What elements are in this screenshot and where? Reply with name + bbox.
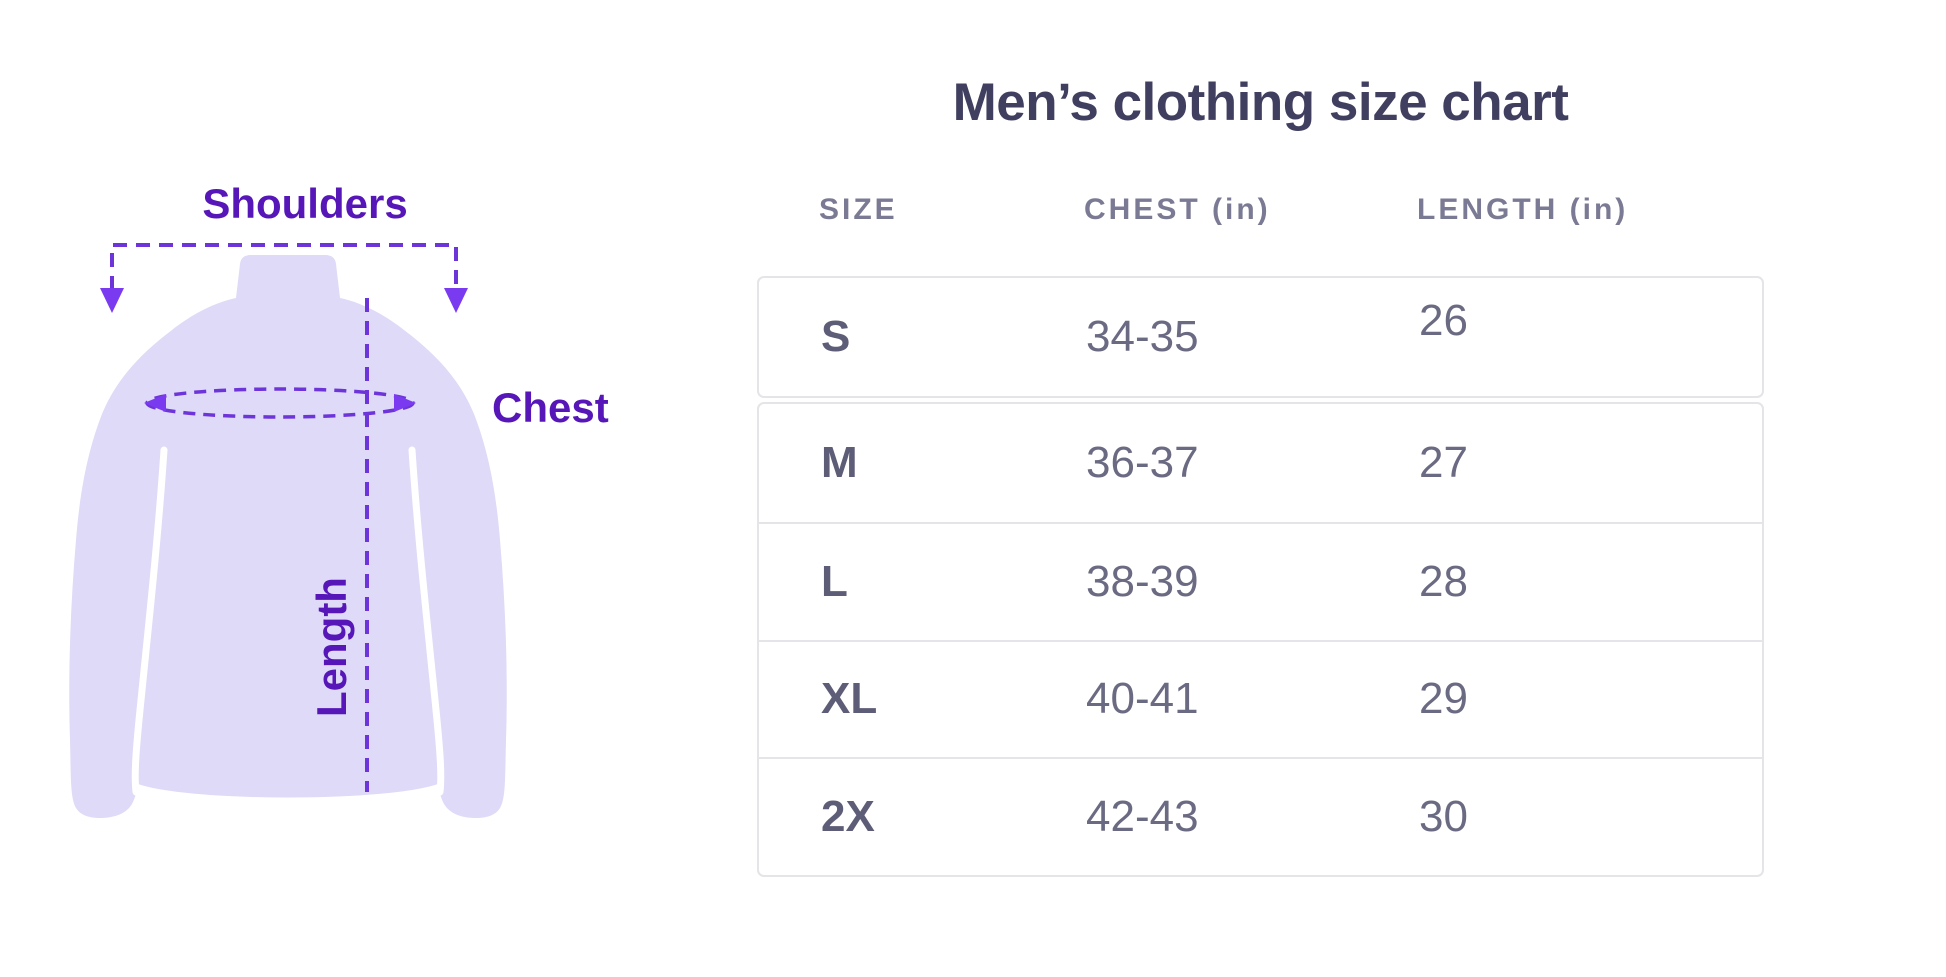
size-value: L: [821, 556, 848, 606]
size-chart: Men’s clothing size chart SIZE CHEST (in…: [757, 0, 1764, 977]
chest-label: Chest: [492, 384, 609, 431]
left-sleeve-seam: [131, 446, 168, 796]
column-header-chest: CHEST (in): [1084, 193, 1271, 226]
chest-left-arrow-icon: [144, 394, 166, 412]
chest-value: 38-39: [1086, 556, 1199, 606]
length-value: 26: [1419, 296, 1468, 345]
table-header: SIZE CHEST (in) LENGTH (in): [757, 188, 1764, 232]
size-row-group-top: S 34-35 26: [757, 276, 1764, 398]
table-row-xl: XL 40-41 29: [759, 639, 1762, 758]
length-value: 29: [1419, 674, 1468, 724]
chest-value: 40-41: [1086, 674, 1199, 724]
size-value: 2X: [821, 792, 875, 842]
size-row-group-bottom: M 36-37 27 L 38-39 28 XL 40-41 29 2X 42-…: [757, 402, 1764, 877]
table-row-2x: 2X 42-43 30: [759, 757, 1762, 875]
length-value: 27: [1419, 437, 1468, 487]
length-label: Length: [308, 577, 355, 717]
shirt-measurement-diagram: Shoulders Chest Length: [40, 140, 700, 880]
size-value: S: [821, 312, 851, 361]
shirt-illustration: [69, 243, 507, 818]
chest-value: 42-43: [1086, 792, 1199, 842]
length-value: 30: [1419, 792, 1468, 842]
table-row-s: S 34-35 26: [759, 278, 1762, 396]
shoulders-label: Shoulders: [202, 180, 408, 227]
chest-value: 34-35: [1086, 312, 1199, 361]
length-value: 28: [1419, 556, 1468, 606]
chest-right-arrow-icon: [394, 394, 416, 412]
table-row-m: M 36-37 27: [759, 404, 1762, 522]
size-value: XL: [821, 674, 878, 724]
shoulders-measure-line: [110, 243, 458, 290]
size-value: M: [821, 437, 858, 487]
chest-value: 36-37: [1086, 437, 1199, 487]
page-title: Men’s clothing size chart: [952, 73, 1569, 132]
column-header-length: LENGTH (in): [1417, 193, 1629, 226]
shoulders-left-arrow-icon: [100, 288, 124, 313]
table-row-l: L 38-39 28: [759, 521, 1762, 640]
shoulders-right-arrow-icon: [444, 288, 468, 313]
column-header-size: SIZE: [819, 193, 898, 226]
right-sleeve-seam: [408, 446, 445, 796]
